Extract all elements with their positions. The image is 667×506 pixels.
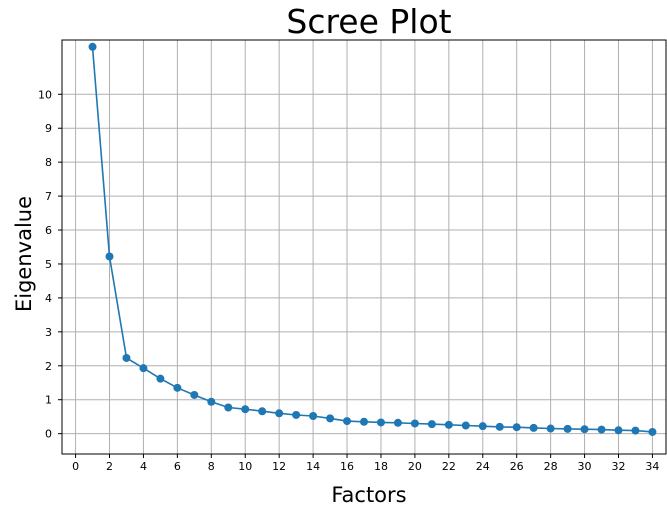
x-axis-label: Factors (331, 483, 406, 506)
data-point-factor-7 (190, 390, 199, 399)
x-tick-label: 24 (476, 460, 490, 473)
data-point-factor-5 (156, 374, 165, 383)
data-point-factor-16 (343, 417, 352, 426)
data-point-factor-32 (614, 426, 623, 435)
data-point-factor-18 (376, 418, 385, 427)
data-point-factor-19 (393, 418, 402, 427)
data-point-factor-13 (292, 410, 301, 419)
x-tick-label: 26 (510, 460, 524, 473)
x-tick-label: 4 (140, 460, 147, 473)
data-point-factor-14 (309, 411, 318, 420)
data-point-factor-17 (360, 417, 368, 426)
data-point-factor-28 (546, 424, 555, 433)
data-point-factor-6 (173, 383, 182, 392)
x-tick-label: 18 (374, 460, 388, 473)
data-point-factor-22 (444, 420, 453, 429)
grid-lines (62, 40, 666, 454)
y-tick-label: 7 (45, 190, 52, 203)
x-tick-label: 0 (72, 460, 79, 473)
data-point-factor-1 (88, 42, 97, 51)
y-tick-label: 1 (45, 394, 52, 407)
data-point-factor-12 (275, 409, 284, 418)
chart-title: Scree Plot (286, 2, 451, 41)
data-point-factor-2 (105, 252, 114, 261)
eigenvalue-points (88, 42, 657, 436)
data-point-factor-3 (122, 353, 131, 362)
data-point-factor-34 (648, 427, 657, 436)
y-axis-label: Eigenvalue (12, 196, 36, 312)
data-point-factor-21 (427, 420, 436, 429)
x-tick-label: 20 (408, 460, 422, 473)
y-tick-label: 0 (45, 428, 52, 441)
x-tick-label: 32 (611, 460, 625, 473)
data-point-factor-29 (563, 424, 572, 433)
data-point-factor-9 (224, 403, 233, 412)
x-tick-label: 14 (306, 460, 320, 473)
data-point-factor-10 (241, 405, 250, 414)
data-point-factor-26 (512, 423, 521, 432)
y-tick-label: 3 (45, 326, 52, 339)
data-point-factor-15 (326, 414, 335, 423)
x-tick-label: 2 (106, 460, 113, 473)
y-tick-label: 4 (45, 292, 52, 305)
data-point-factor-23 (461, 421, 470, 430)
data-point-factor-31 (597, 425, 606, 434)
eigenvalue-line (91, 46, 653, 433)
x-axis-ticks: 0 2 4 6 8 10 12 14 16 18 20 22 24 26 28 30 32 34 (72, 454, 659, 473)
x-tick-label: 10 (238, 460, 252, 473)
x-tick-label: 16 (340, 460, 354, 473)
y-tick-label: 10 (38, 88, 52, 101)
y-tick-label: 2 (45, 360, 52, 373)
x-tick-label: 22 (442, 460, 456, 473)
data-point-factor-33 (631, 426, 640, 435)
data-point-factor-4 (139, 364, 148, 373)
plot-frame (61, 39, 667, 455)
x-tick-label: 12 (272, 460, 286, 473)
y-tick-label: 6 (45, 224, 52, 237)
data-point-factor-20 (410, 419, 419, 428)
data-point-factor-27 (529, 423, 538, 432)
y-tick-label: 9 (45, 122, 52, 135)
y-axis-ticks: 0 1 2 3 4 5 6 7 8 9 10 (38, 88, 62, 441)
data-point-factor-8 (207, 397, 216, 406)
data-point-factor-30 (580, 425, 589, 434)
x-tick-label: 28 (544, 460, 558, 473)
data-point-factor-24 (478, 422, 487, 431)
data-point-factor-25 (495, 422, 504, 431)
data-point-factor-11 (258, 407, 267, 416)
x-tick-label: 6 (174, 460, 181, 473)
x-tick-label: 8 (208, 460, 215, 473)
y-tick-label: 5 (45, 258, 52, 271)
x-tick-label: 30 (578, 460, 592, 473)
y-tick-label: 8 (45, 156, 52, 169)
x-tick-label: 34 (645, 460, 659, 473)
